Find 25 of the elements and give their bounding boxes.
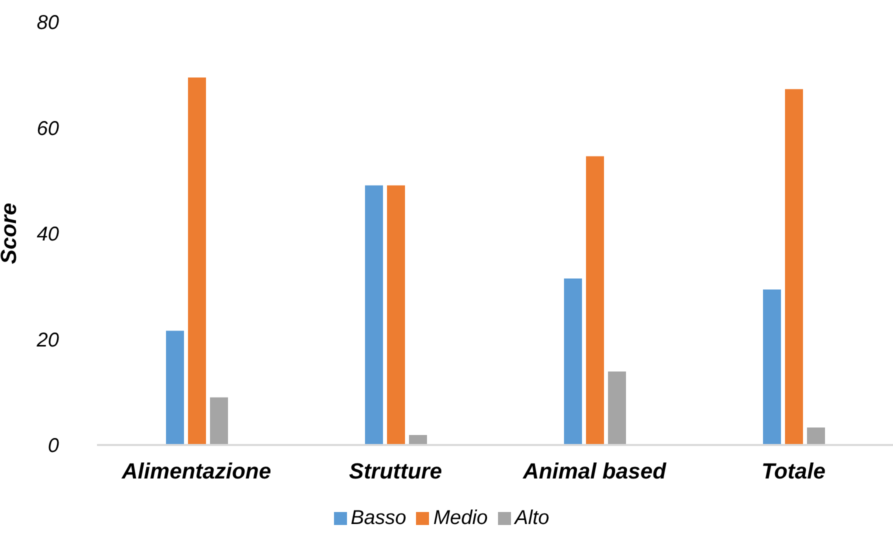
bar (763, 290, 781, 445)
bar (210, 397, 228, 445)
legend-label: Basso (350, 507, 406, 529)
y-tick-label: 60 (36, 118, 59, 140)
x-tick-label: Alimentazione (120, 458, 272, 484)
bar (365, 185, 383, 445)
bar (409, 434, 427, 445)
y-tick-label: 40 (36, 224, 59, 246)
bar (188, 78, 206, 445)
bar (586, 156, 604, 445)
x-tick-label: Strutture (349, 458, 442, 484)
y-tick-label: 80 (36, 12, 59, 34)
y-tick-label: 20 (36, 329, 59, 352)
y-axis-title: Score (0, 202, 21, 264)
y-tick-label: 0 (48, 435, 59, 458)
bar (387, 185, 405, 445)
bar (564, 278, 582, 445)
x-tick-label: Totale (762, 458, 826, 484)
bar (608, 372, 626, 445)
x-tick-label: Animal based (522, 458, 667, 484)
bar (785, 89, 803, 445)
legend-label: Medio (433, 507, 488, 529)
bar (807, 428, 825, 445)
legend-label: Alto (514, 507, 550, 529)
bar (166, 330, 184, 445)
